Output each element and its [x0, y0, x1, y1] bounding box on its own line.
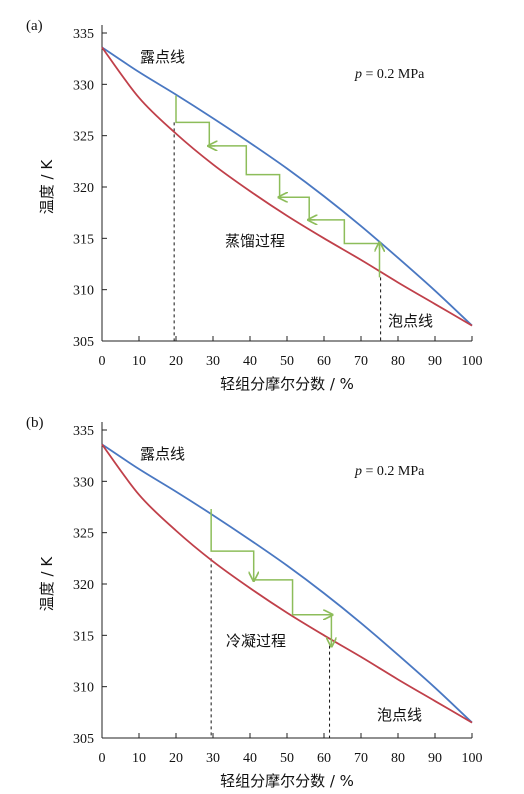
pressure-label: p = 0.2 MPa [354, 464, 425, 479]
y-tick-label: 325 [73, 527, 94, 542]
x-tick-label: 20 [169, 751, 183, 766]
x-tick-label: 30 [206, 751, 220, 766]
pressure-symbol: p [354, 67, 362, 82]
y-tick-label: 305 [73, 335, 94, 350]
chart-panel-b: (b) 0 10 20 30 40 50 60 70 80 90 100 305 310 315 320 325… [26, 415, 483, 790]
process-staircase [210, 509, 333, 646]
x-tick-label: 0 [99, 751, 106, 766]
pressure-symbol: p [354, 464, 362, 479]
y-tick-label: 320 [73, 578, 94, 593]
x-tick-label: 100 [462, 354, 483, 369]
process-staircase [175, 95, 381, 278]
x-tick-label: 90 [428, 751, 442, 766]
pressure-label: p = 0.2 MPa [354, 67, 425, 82]
x-tick-label: 80 [391, 751, 405, 766]
bubble-point-line [101, 443, 473, 724]
x-tick-label: 70 [354, 751, 368, 766]
x-tick-label: 30 [206, 354, 220, 369]
dew-point-label: 露点线 [140, 48, 185, 66]
x-tick-label: 10 [132, 354, 146, 369]
pressure-value: = 0.2 MPa [362, 67, 425, 82]
y-tick-label: 310 [73, 681, 94, 696]
x-tick-label: 40 [243, 354, 257, 369]
y-tick-label: 310 [73, 284, 94, 299]
y-tick-label: 335 [73, 424, 94, 439]
y-tick-label: 330 [73, 475, 94, 490]
y-tick-label: 320 [73, 181, 94, 196]
process-label: 冷凝过程 [226, 632, 286, 650]
y-tick-label: 330 [73, 78, 94, 93]
y-tick-label: 325 [73, 130, 94, 145]
dew-point-label: 露点线 [140, 445, 185, 463]
x-tick-label: 80 [391, 354, 405, 369]
x-axis-title: 轻组分摩尔分数 / % [220, 772, 354, 790]
x-tick-label: 50 [280, 751, 294, 766]
x-tick-label: 0 [99, 354, 106, 369]
y-tick-label: 315 [73, 232, 94, 247]
x-tick-label: 50 [280, 354, 294, 369]
x-tick-label: 60 [317, 751, 331, 766]
bubble-point-label: 泡点线 [388, 312, 433, 330]
dew-point-line [101, 443, 473, 724]
bubble-point-line [101, 46, 473, 327]
y-tick-label: 335 [73, 27, 94, 42]
panel-label: (a) [26, 18, 43, 34]
x-axis-title: 轻组分摩尔分数 / % [220, 375, 354, 393]
x-tick-label: 90 [428, 354, 442, 369]
pressure-value: = 0.2 MPa [362, 464, 425, 479]
bubble-point-label: 泡点线 [377, 706, 422, 724]
y-axis-title: 温度 / K [38, 556, 56, 612]
x-tick-label: 60 [317, 354, 331, 369]
y-axis-title: 温度 / K [38, 159, 56, 215]
x-tick-label: 20 [169, 354, 183, 369]
x-tick-label: 40 [243, 751, 257, 766]
x-tick-label: 70 [354, 354, 368, 369]
y-tick-label: 305 [73, 732, 94, 747]
x-tick-label: 10 [132, 751, 146, 766]
chart-panel-a: (a) 0 10 20 30 40 50 60 70 80 90 100 305 310 315 320 325… [26, 18, 483, 393]
x-tick-label: 100 [462, 751, 483, 766]
panel-label: (b) [26, 415, 44, 431]
y-tick-label: 315 [73, 629, 94, 644]
process-label: 蒸馏过程 [225, 232, 285, 250]
dew-point-line [101, 46, 473, 327]
